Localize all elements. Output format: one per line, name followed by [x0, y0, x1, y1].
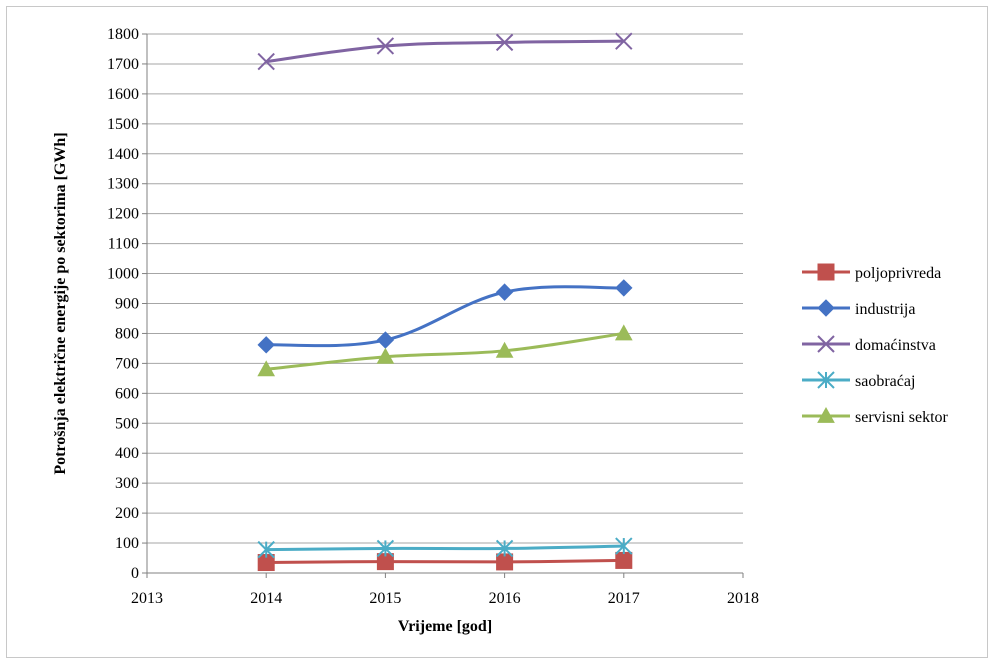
series-lines: [257, 32, 633, 572]
legend-label: poljoprivreda: [855, 265, 941, 282]
line-chart: 0 100 200 300 400 500 600 700 800 900 1000 1100 1200…: [52, 26, 949, 635]
y-axis-title: Potrošnja električne energije po sektori…: [52, 132, 69, 474]
legend-item-servisni-sektor: servisni sektor: [802, 406, 949, 426]
x-tick-label: 2015: [369, 590, 401, 607]
data-point: [614, 324, 633, 341]
series-industrija: [257, 279, 633, 354]
data-point: [495, 341, 514, 358]
x-axis-title: Vrijeme [god]: [398, 618, 492, 635]
y-tick-label: 1000: [107, 266, 139, 283]
legend-marker: [817, 335, 835, 353]
y-tick-label: 1800: [107, 26, 139, 43]
legend-label: servisni sektor: [855, 409, 949, 426]
legend-item-saobra-aj: saobraćaj: [802, 371, 915, 390]
legend-marker: [817, 406, 835, 423]
series-line: [266, 558, 624, 565]
x-tick-labels: 2013 2014 2015 2016 2017 2018: [131, 590, 759, 607]
data-point: [376, 331, 395, 349]
x-tick-label: 2016: [489, 590, 521, 607]
series-poljoprivreda: [257, 551, 633, 572]
data-point: [615, 537, 633, 555]
series-line: [266, 331, 625, 371]
x-tick-label: 2018: [727, 590, 759, 607]
legend-item-poljoprivreda: poljoprivreda: [802, 263, 941, 282]
y-tick-label: 400: [115, 445, 139, 462]
y-tick-label: 1600: [107, 86, 139, 103]
data-point: [495, 539, 514, 558]
x-tick-label: 2013: [131, 590, 163, 607]
series-saobra-aj: [257, 537, 633, 559]
legend-item-industrija: industrija: [802, 299, 915, 318]
legend-marker: [817, 371, 835, 389]
data-point: [615, 32, 633, 50]
data-point: [615, 551, 633, 569]
marker-stroke: [615, 32, 633, 50]
legend-label: industrija: [855, 301, 915, 318]
x-tick-label: 2014: [250, 590, 282, 607]
legend-label: saobraćaj: [855, 373, 915, 390]
data-point: [257, 540, 275, 559]
y-tick-label: 1300: [107, 176, 139, 193]
y-tick-label: 1400: [107, 146, 139, 163]
series-line: [266, 544, 624, 552]
y-tick-label: 0: [131, 565, 139, 582]
y-tick-label: 200: [115, 505, 139, 522]
y-tick-label: 800: [115, 325, 139, 342]
y-tick-label: 300: [115, 475, 139, 492]
data-point: [257, 336, 275, 354]
y-tick-label: 500: [115, 415, 139, 432]
data-point: [495, 283, 514, 301]
series-doma-instva: [257, 32, 633, 71]
y-tick-label: 1500: [107, 116, 139, 133]
legend-label: domaćinstva: [855, 337, 936, 354]
marker-stroke: [495, 33, 514, 52]
marker-stroke: [376, 37, 395, 55]
data-point: [376, 347, 395, 364]
data-point: [257, 360, 276, 377]
y-tick-labels: 0 100 200 300 400 500 600 700 800 900 1000 1100 1200…: [107, 26, 139, 582]
marker-stroke: [257, 52, 275, 71]
legend-marker: [817, 263, 835, 281]
series-servisni-sektor: [257, 324, 633, 377]
y-tick-label: 600: [115, 385, 139, 402]
data-point: [376, 37, 395, 55]
data-point: [257, 52, 275, 71]
y-tick-label: 1100: [108, 236, 139, 253]
chart-frame: 0 100 200 300 400 500 600 700 800 900 1000 1100 1200…: [6, 6, 988, 658]
y-tick-label: 100: [115, 535, 139, 552]
y-tick-label: 1700: [107, 56, 139, 73]
y-tick-label: 1200: [107, 206, 139, 223]
legend: poljoprivreda industrija domaćinstva saobra…: [802, 263, 949, 426]
y-tick-label: 900: [115, 296, 139, 313]
axes: [142, 33, 744, 578]
data-point: [376, 539, 395, 558]
legend-marker: [817, 299, 835, 317]
data-point: [615, 279, 633, 297]
series-line: [266, 285, 624, 348]
legend-item-doma-instva: domaćinstva: [802, 335, 936, 354]
data-point: [495, 33, 514, 52]
y-tick-label: 700: [115, 355, 139, 372]
x-tick-label: 2017: [608, 590, 640, 607]
marker-stroke: [817, 335, 835, 353]
grid-lines: [147, 33, 743, 544]
series-line: [266, 39, 624, 64]
